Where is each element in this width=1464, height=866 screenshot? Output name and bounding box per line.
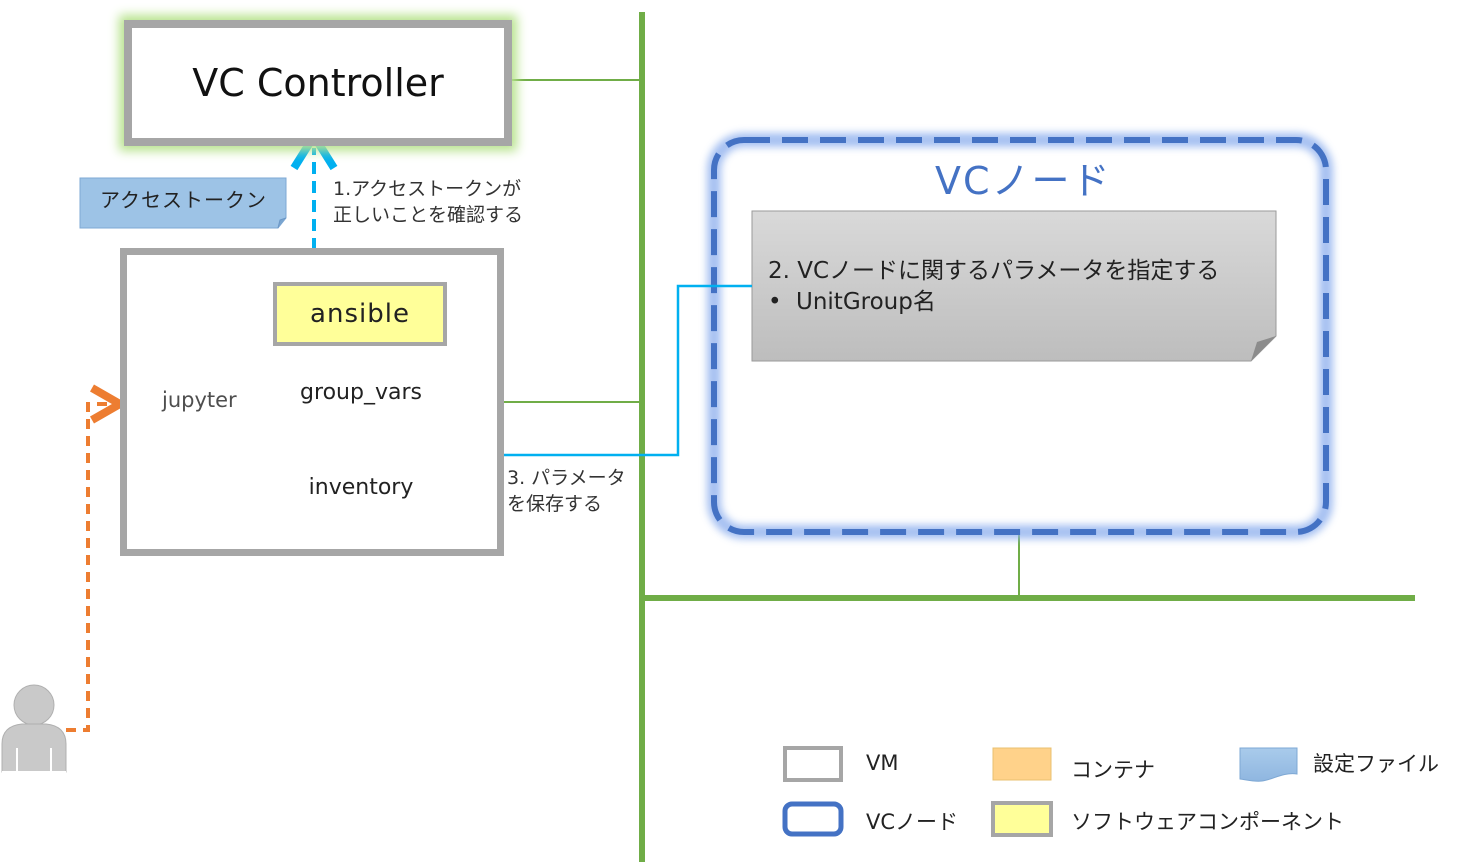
- legend-vcnode-swatch: [782, 801, 844, 837]
- step1-line2: 正しいことを確認する: [333, 204, 524, 226]
- inventory-label: inventory: [308, 475, 414, 500]
- legend-software-label: ソフトウェアコンポーネント: [1071, 810, 1344, 834]
- legend-swatches: [782, 746, 1298, 837]
- vc-node-boundary: [711, 137, 1329, 535]
- step3-line2: を保存する: [507, 493, 603, 515]
- vc-node-title: VCノード: [935, 159, 1112, 203]
- access-token-label: アクセストークン: [100, 188, 267, 212]
- user-icon: [1, 684, 67, 773]
- ansible-label: ansible: [310, 299, 410, 329]
- step3-line1: 3. パラメータ: [507, 467, 626, 489]
- legend-container-swatch: [992, 747, 1052, 781]
- note-line2: UnitGroup名: [796, 289, 936, 315]
- legend-vm-label: VM: [866, 751, 899, 775]
- step1-text: 1.アクセストークンが 正しいことを確認する: [333, 176, 523, 228]
- legend-vm-swatch: [783, 746, 843, 782]
- legend-config-swatch: [1239, 747, 1298, 782]
- legend-container-label: コンテナ: [1071, 758, 1155, 782]
- legend-vcnode-label: VCノード: [866, 810, 959, 834]
- note-line1: 2. VCノードに関するパラメータを指定する: [768, 258, 1220, 284]
- step3-text: 3. パラメータ を保存する: [507, 465, 626, 517]
- network-lines: [504, 12, 1415, 862]
- legend-config-label: 設定ファイル: [1313, 752, 1439, 776]
- jupyter-logo-text: jupyter: [162, 388, 237, 412]
- note-bullet: •: [768, 289, 782, 315]
- group-vars-label: group_vars: [300, 380, 422, 405]
- vc-controller-title: VC Controller: [192, 61, 444, 105]
- ansible-component: ansible: [273, 282, 447, 346]
- vc-controller-box: VC Controller: [124, 20, 512, 146]
- legend-software-swatch: [991, 801, 1053, 837]
- user-access-path: [66, 404, 120, 732]
- note-line2-row: • UnitGroup名: [768, 287, 1219, 318]
- parameter-note-text: 2. VCノードに関するパラメータを指定する • UnitGroup名: [768, 256, 1219, 318]
- step1-line1: 1.アクセストークンが: [333, 178, 522, 200]
